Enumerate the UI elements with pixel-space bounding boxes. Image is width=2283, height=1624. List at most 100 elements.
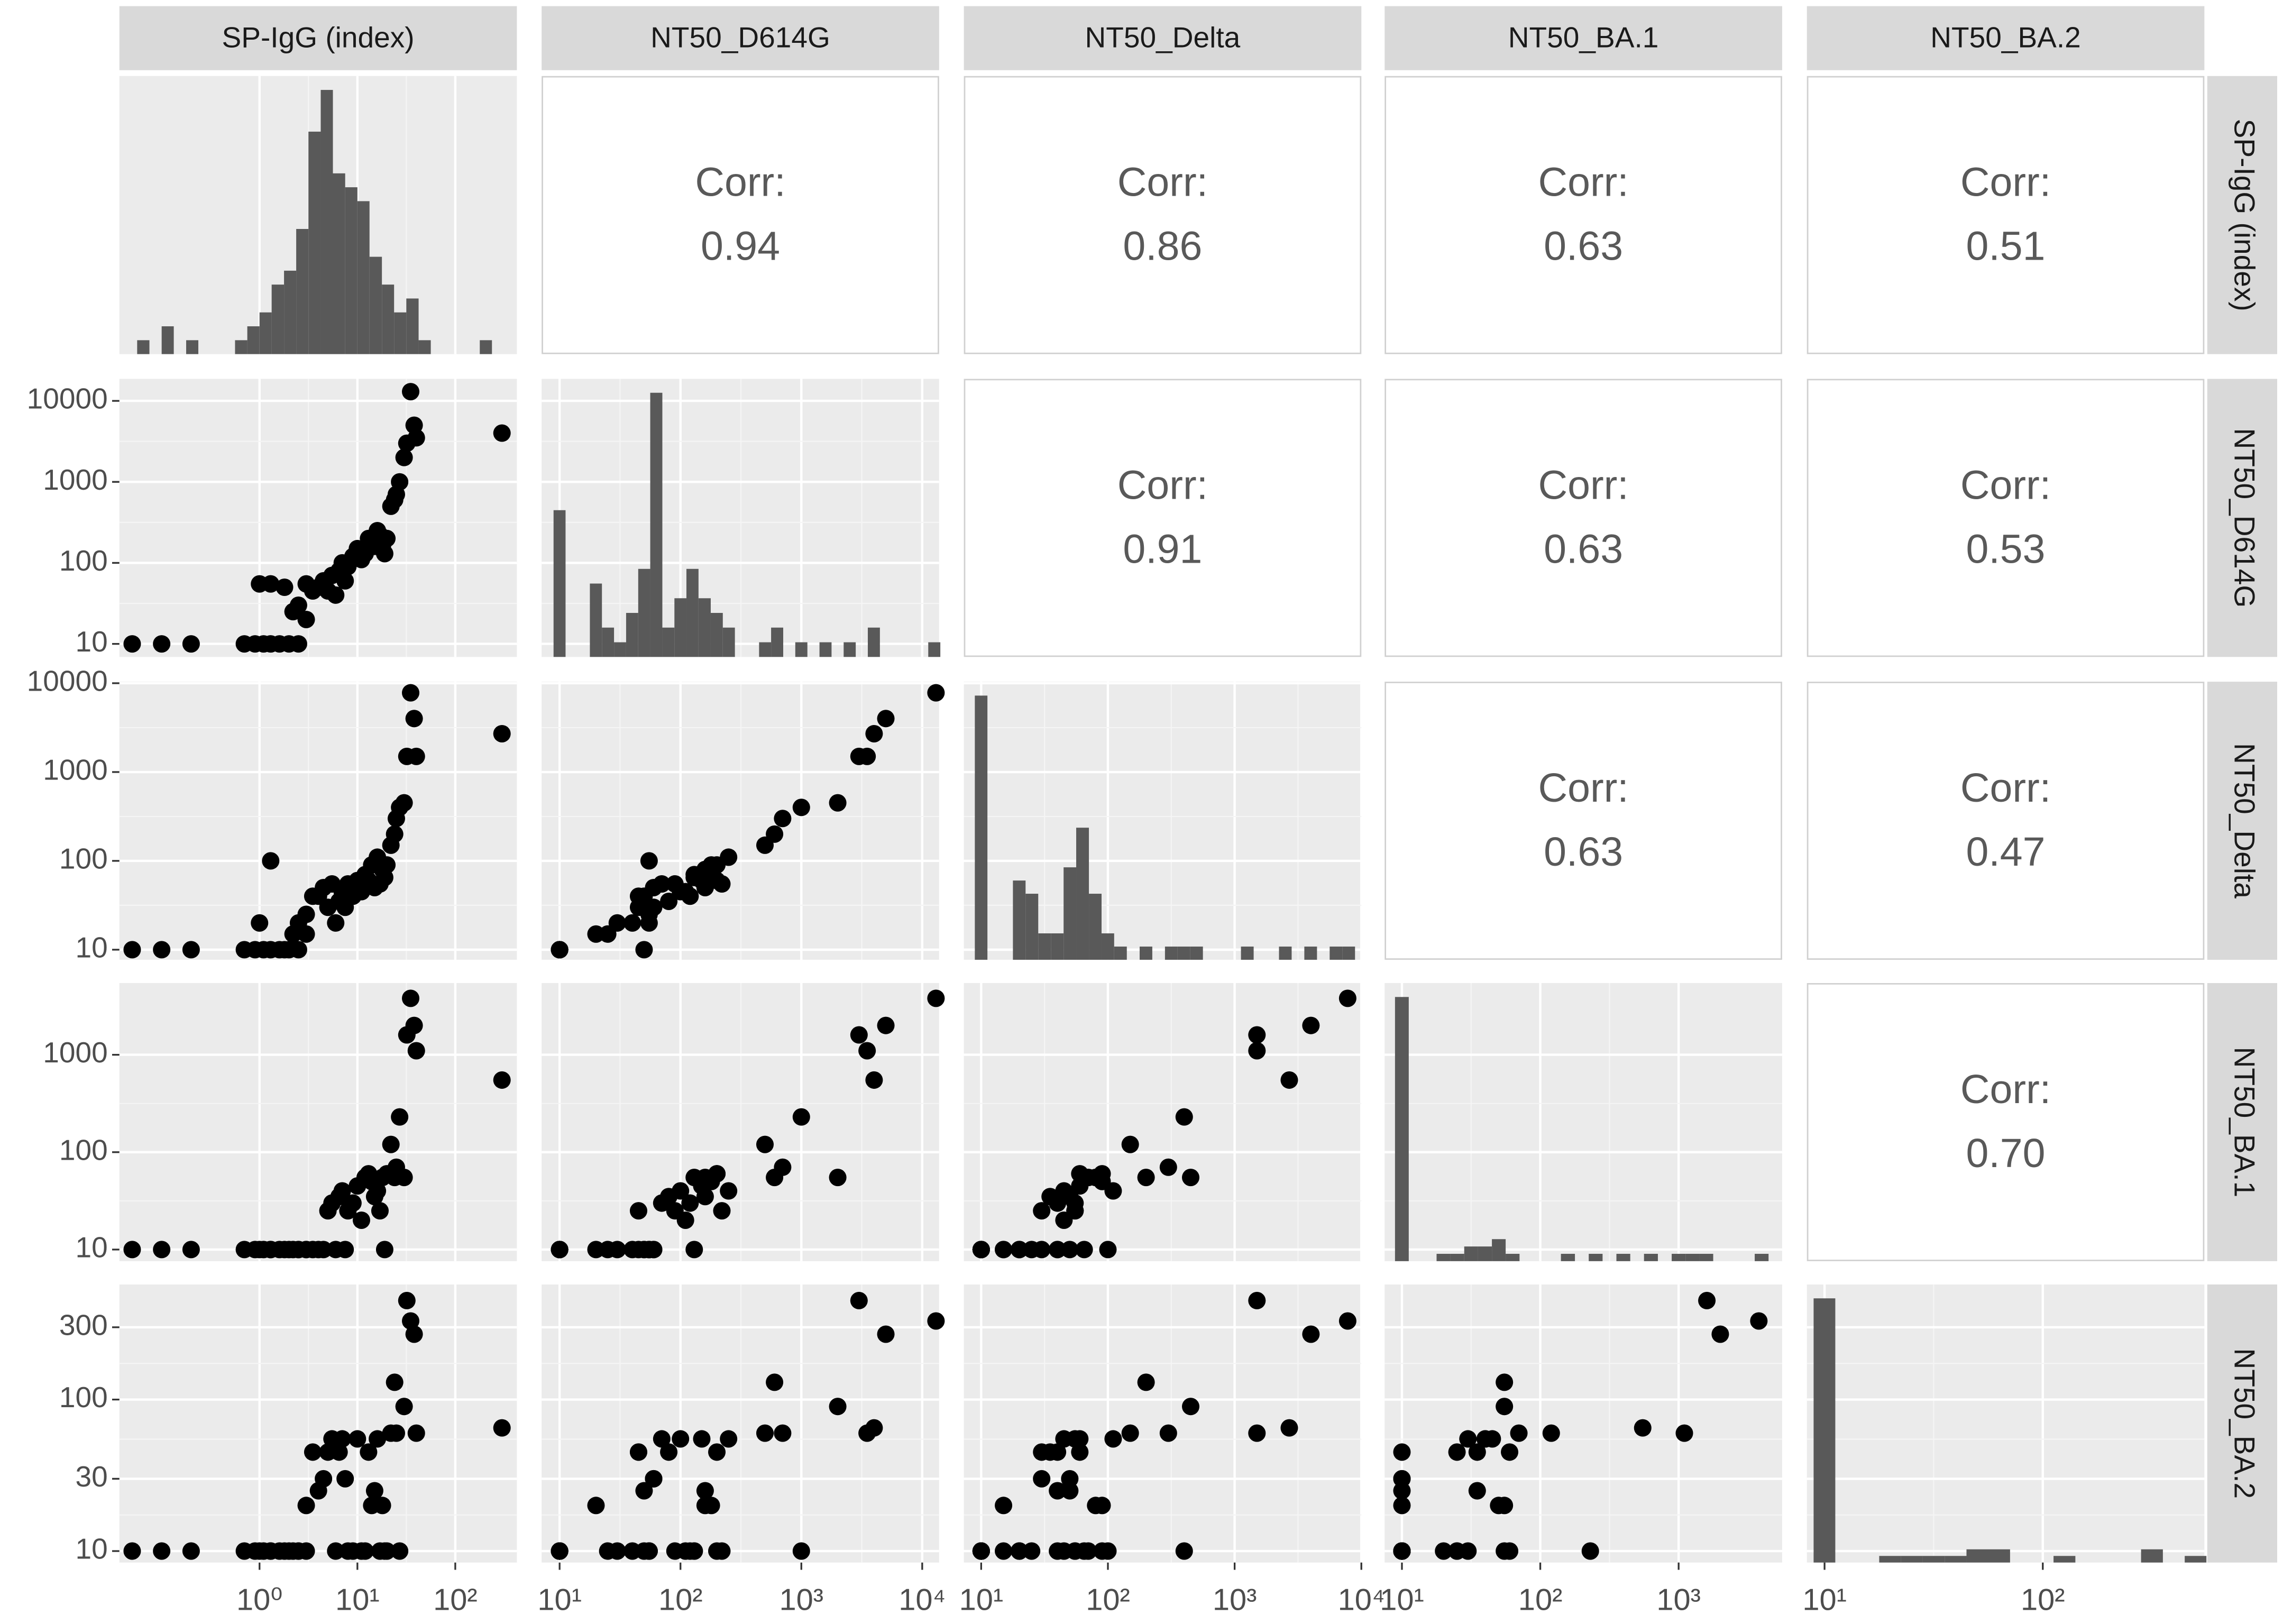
histogram-bar: [1241, 946, 1254, 960]
scatter-point: [676, 1211, 694, 1229]
scatter-point: [327, 586, 345, 604]
histogram-bar: [553, 510, 566, 657]
scatter-point: [1093, 1542, 1111, 1560]
histogram-bar: [759, 642, 772, 657]
histogram-bar: [722, 627, 735, 657]
scatter-point: [693, 1430, 711, 1448]
histogram-bar: [1922, 1556, 1945, 1563]
scatter-point: [407, 429, 425, 447]
scatter-point: [1159, 1424, 1177, 1442]
top-strip: [964, 6, 1362, 70]
histogram-bar: [1101, 933, 1114, 960]
histogram-bar: [1616, 1253, 1630, 1261]
scatter-point: [387, 1424, 405, 1442]
scatter-point: [1010, 1241, 1029, 1259]
scatter-point: [685, 868, 703, 886]
scatter-point: [629, 1443, 647, 1461]
histogram-bar: [1177, 946, 1190, 960]
scatter-point: [297, 610, 315, 629]
strip-label: NT50_BA.1: [2228, 1047, 2261, 1198]
scatter-point: [1061, 1188, 1079, 1206]
scatter-point: [696, 1188, 714, 1206]
scatter-point: [685, 1241, 703, 1259]
scatter-point: [708, 856, 726, 874]
scatter-point: [349, 1430, 366, 1448]
scatter-point: [182, 941, 200, 959]
top-strip: [1385, 6, 1782, 70]
scatter-point: [1248, 1424, 1266, 1442]
histogram-bar: [1139, 946, 1152, 960]
histogram-bar: [662, 627, 675, 657]
histogram-bar: [1672, 1253, 1686, 1261]
histogram-bar: [650, 392, 663, 657]
scatter-point: [336, 1470, 354, 1488]
scatter-point: [289, 941, 307, 959]
panel-background: [119, 379, 517, 657]
scatter-point: [1675, 1424, 1693, 1442]
scatter-point: [696, 1482, 714, 1500]
histogram-bar: [626, 613, 638, 657]
histogram-bar: [1492, 1239, 1506, 1261]
scatter-point: [1121, 1135, 1139, 1153]
strip-label: NT50_Delta: [1085, 21, 1241, 53]
scatter-point: [371, 1202, 389, 1220]
histogram-bar: [1051, 933, 1064, 960]
corr-label: Corr:: [695, 160, 785, 205]
scatter-point: [713, 1202, 731, 1220]
scatter-point: [551, 941, 569, 959]
scatter-point: [685, 1542, 703, 1560]
scatter-point: [865, 1419, 883, 1437]
scatter-point: [123, 1241, 141, 1259]
histogram-bar: [1013, 880, 1026, 960]
scatter-point: [352, 1211, 371, 1229]
histogram-bar: [843, 642, 856, 657]
histogram-bar: [674, 598, 686, 657]
histogram-bar: [928, 642, 941, 657]
histogram-bar: [186, 340, 199, 354]
scatter-point: [660, 892, 678, 911]
histogram-bar: [259, 312, 272, 354]
scatter-point: [1041, 1443, 1059, 1461]
scatter-point: [1121, 1424, 1139, 1442]
scatter-point: [1496, 1497, 1514, 1515]
y-tick-label: 1000: [43, 463, 107, 496]
strip-label: SP-IgG (index): [2228, 119, 2261, 311]
histogram-bar: [247, 326, 260, 354]
histogram-bar: [614, 642, 626, 657]
scatter-point: [262, 1241, 280, 1259]
scatter-point: [1468, 1443, 1486, 1461]
scatter-point: [336, 572, 354, 590]
scatter-point: [262, 575, 280, 593]
scatter-point: [1302, 1016, 1320, 1034]
scatter-point: [645, 1241, 663, 1259]
histogram-bar: [1025, 894, 1039, 960]
scatter-point: [551, 1241, 569, 1259]
histogram-bar: [686, 568, 699, 657]
scatter-point: [1338, 989, 1356, 1007]
scatter-point: [391, 1542, 409, 1560]
histogram-bar: [1038, 933, 1051, 960]
scatter-point: [877, 1016, 895, 1034]
scatter-point: [493, 424, 511, 442]
histogram-bar: [2185, 1556, 2207, 1563]
right-strip: [2207, 1284, 2277, 1563]
right-strip: [2207, 76, 2277, 354]
scatter-point: [1010, 1542, 1029, 1560]
scatter-point: [493, 1419, 511, 1437]
x-tick-label: 10¹: [959, 1583, 1004, 1617]
scatter-point: [792, 799, 810, 816]
corr-label: Corr:: [1960, 1067, 2051, 1112]
scatter-point: [375, 1241, 393, 1259]
scatter-point: [1061, 1482, 1079, 1500]
histogram-bar: [1330, 946, 1343, 960]
histogram-bar: [480, 340, 492, 354]
scatter-point: [333, 1430, 351, 1448]
scatter-point: [608, 914, 626, 932]
y-tick-label: 10000: [27, 664, 108, 697]
scatter-point: [251, 914, 269, 932]
x-tick-label: 10³: [780, 1583, 824, 1617]
scatter-point: [1581, 1542, 1599, 1560]
scatter-point: [407, 747, 425, 765]
strip-label: NT50_D614G: [650, 21, 830, 53]
scatter-point: [672, 1182, 690, 1200]
